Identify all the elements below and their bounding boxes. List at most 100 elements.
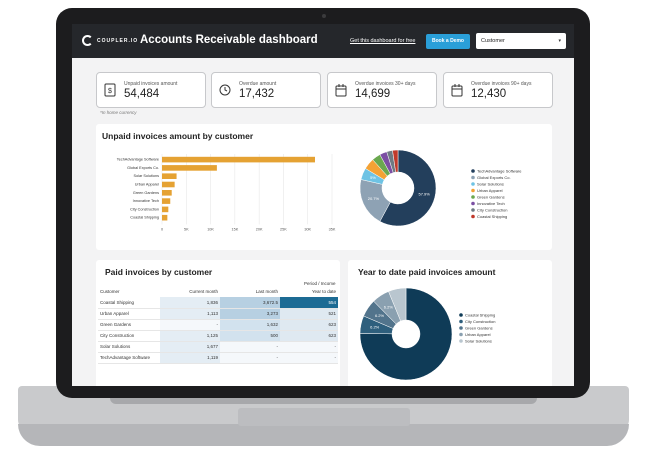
bar[interactable] <box>162 198 171 204</box>
panel-title: Unpaid invoices amount by customer <box>102 131 254 141</box>
x-tick-label: 0 <box>161 227 163 231</box>
slice-label: 6.2% <box>370 324 380 329</box>
unpaid-bar-chart: 0 5K 10K 15K 20K 25K 30K 35K TechAdvantage Softw… <box>117 154 336 231</box>
category-label: Solar Solutions <box>133 174 159 178</box>
legend-swatch <box>471 208 475 212</box>
table-row[interactable]: TechAdvantage Software 1,119- - <box>98 352 338 363</box>
customer-select[interactable]: Customer ▾ <box>476 33 566 49</box>
x-tick-label: 10K <box>207 227 214 231</box>
column-header[interactable]: Current month <box>189 289 218 294</box>
kpi-label: Unpaid invoices amount <box>124 81 178 87</box>
bar[interactable] <box>162 173 177 179</box>
category-label: Urban Apparel <box>135 183 159 187</box>
bar[interactable] <box>162 214 168 221</box>
legend-swatch <box>459 313 463 317</box>
category-label: Global Exports Co. <box>127 166 159 170</box>
table-cell: - <box>280 352 338 363</box>
calendar-icon <box>335 84 347 97</box>
column-header[interactable]: Customer <box>100 289 120 294</box>
dashboard-screen: COUPLER.IO Accounts Receivable dashboard… <box>72 24 574 386</box>
legend-label: Green Gardens <box>465 325 493 330</box>
panel-title: Year to date paid invoices amount <box>358 267 496 277</box>
legend-swatch <box>459 332 463 337</box>
webcam <box>322 14 326 18</box>
legend-swatch <box>459 319 463 324</box>
table-cell: 3,672.5 <box>220 297 280 308</box>
legend-swatch <box>459 326 463 330</box>
kpi-value: 14,699 <box>355 88 391 100</box>
table-row[interactable]: City Construction 1,125 500 623 <box>98 330 338 341</box>
legend-label: Solar Solutions <box>477 181 504 186</box>
x-tick-label: 35K <box>329 227 336 231</box>
coupler-logo-icon <box>82 35 93 46</box>
table-cell: Green Gardens <box>100 322 132 327</box>
pie-slice[interactable] <box>388 287 407 322</box>
table-row[interactable]: Coastal Shipping 1,836 3,672.5 554 <box>98 297 338 308</box>
column-header[interactable]: Year to date <box>311 289 336 294</box>
page-title: Accounts Receivable dashboard <box>140 34 318 46</box>
book-demo-button[interactable]: Book a Demo <box>426 34 470 49</box>
paid-invoices-table: Customer Current month Last month Year t… <box>98 286 338 364</box>
ytd-paid-panel: Year to date paid invoices amount 6.2% 6.… <box>348 260 552 386</box>
legend-swatch <box>471 195 475 199</box>
x-tick-label: 25K <box>280 227 287 231</box>
category-label: TechAdvantage Software <box>117 158 159 162</box>
paid-invoices-panel: Paid invoices by customer Period / Incom… <box>96 260 340 386</box>
dashboard-header: COUPLER.IO Accounts Receivable dashboard… <box>72 24 574 58</box>
legend-swatch <box>471 182 475 186</box>
table-row[interactable]: Green Gardens -1,632 623 <box>98 319 338 330</box>
table-cell: City Construction <box>100 333 135 338</box>
pie-slice[interactable] <box>359 287 453 381</box>
legend-swatch <box>471 169 475 173</box>
bar[interactable] <box>162 181 175 188</box>
table-row[interactable]: Urban Apparel 1,113 3,273 521 <box>98 308 338 319</box>
touchpad <box>238 408 410 426</box>
coupler-logo[interactable]: COUPLER.IO <box>82 35 138 46</box>
table-cell: 1,125 <box>160 330 220 341</box>
chevron-down-icon: ▾ <box>558 38 561 44</box>
table-cell: 1,677 <box>160 341 220 352</box>
table-cell: 3,273 <box>220 308 280 319</box>
table-cell: TechAdvantage Software <box>100 355 151 360</box>
table-cell: - <box>220 341 280 352</box>
table-cell: Urban Apparel <box>100 311 129 316</box>
x-tick-label: 30K <box>304 227 311 231</box>
legend-label: City Construction <box>465 319 495 324</box>
slice-label: 6.2% <box>375 313 385 318</box>
slice-label: 6.2% <box>384 304 394 309</box>
bar[interactable] <box>162 206 169 213</box>
table-cell: - <box>220 352 280 363</box>
kpi-value: 54,484 <box>124 88 160 100</box>
table-cell: Coastal Shipping <box>100 299 135 305</box>
table-cell: 1,113 <box>160 308 220 319</box>
table-row[interactable]: Solar Solutions 1,677- - <box>98 341 338 352</box>
kpi-value: 17,432 <box>239 88 275 100</box>
column-header[interactable]: Last month <box>255 289 278 294</box>
get-dashboard-link[interactable]: Get this dashboard for free <box>350 38 416 44</box>
legend-swatch <box>471 188 475 193</box>
legend-label: TechAdvantage Software <box>477 168 522 173</box>
table-cell: Solar Solutions <box>100 344 131 349</box>
logo-text: COUPLER.IO <box>97 37 139 44</box>
invoice-icon: $ <box>104 83 116 97</box>
legend-label: Global Exports Co. <box>477 175 511 180</box>
legend-label: Coastal Shipping <box>477 214 507 219</box>
kpi-label: Overdue invoices 30+ days <box>355 81 416 87</box>
x-tick-label: 5K <box>184 227 189 231</box>
bar[interactable] <box>162 190 172 196</box>
legend-label: Green Gardens <box>477 194 505 199</box>
table-cell: 521 <box>280 308 338 319</box>
clock-money-icon <box>219 84 231 96</box>
kpi-card-overdue-90: Overdue invoices 90+ days 12,430 <box>443 72 553 108</box>
slice-label: 20.7% <box>368 196 380 201</box>
category-label: Innovative Tech <box>133 199 159 203</box>
bar[interactable] <box>162 165 217 171</box>
table-cell: 1,836 <box>160 297 220 308</box>
pie-slice[interactable] <box>392 149 399 173</box>
bar[interactable] <box>162 156 315 163</box>
pie-slice[interactable] <box>379 149 437 227</box>
kpi-value: 12,430 <box>471 88 507 100</box>
kpi-label: Overdue invoices 90+ days <box>471 81 532 87</box>
